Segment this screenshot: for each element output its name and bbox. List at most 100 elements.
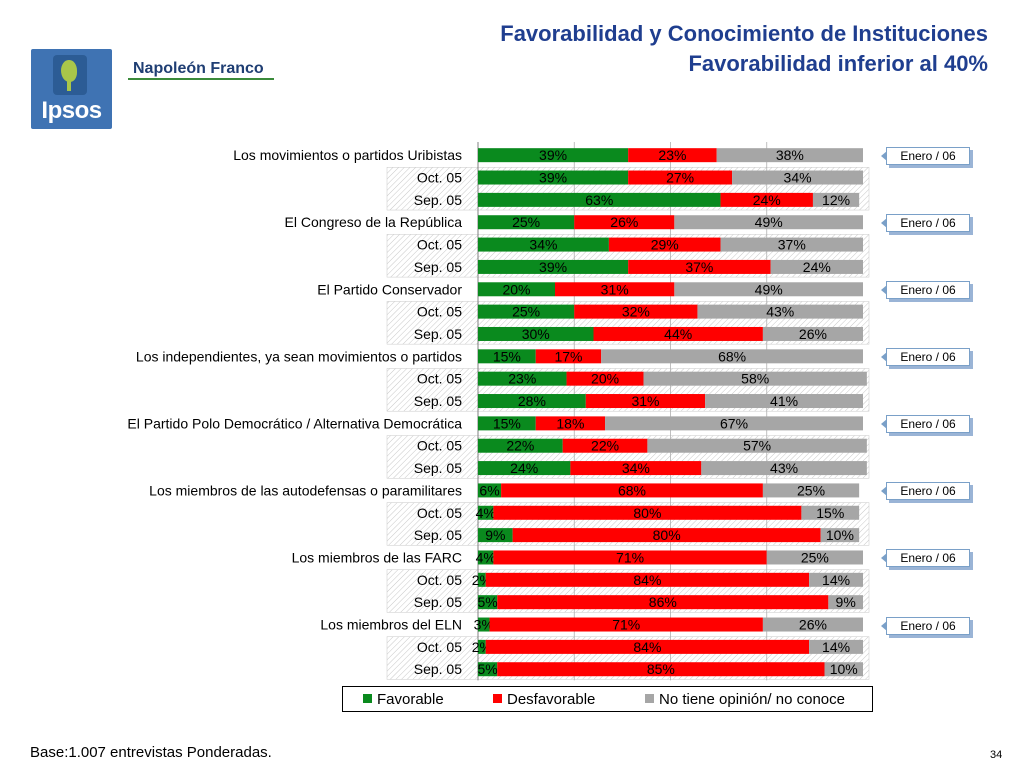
bar-desfavorable [628,148,717,163]
bar-label-desfavorable: 80% [653,527,681,543]
bar-no-opinion [828,595,863,610]
bar-no-opinion [697,304,863,319]
legend-label-no-opinion: No tiene opinión/ no conoce [659,691,845,708]
bar-label-no-opinion: 58% [741,371,769,387]
bar-desfavorable [497,662,825,677]
bar-no-opinion [643,371,867,386]
group-label: Los independientes, ya sean movimientos … [136,348,462,364]
bar-label-favorable: 20% [502,281,530,297]
bar-no-opinion [601,349,863,364]
badge-arrow-icon [881,352,887,363]
period-badge: Enero / 06 [881,414,973,436]
bar-label-desfavorable: 29% [651,237,679,253]
bar-no-opinion [647,438,867,453]
title-line-2: Favorabilidad inferior al 40% [688,51,988,76]
bar-label-favorable: 15% [493,415,521,431]
bar-label-no-opinion: 49% [755,281,783,297]
period-badge: Enero / 06 [881,146,973,168]
bar-favorable [478,639,486,654]
period-label: Oct. 05 [417,505,462,521]
bar-desfavorable [574,215,675,230]
bar-no-opinion [766,550,863,565]
base-footnote: Base:1.007 entrevistas Ponderadas. [30,744,272,761]
title-line-1: Favorabilidad y Conocimiento de Instituc… [500,21,988,46]
badge-label: Enero / 06 [886,214,970,233]
bar-label-no-opinion: 10% [826,527,854,543]
bar-label-desfavorable: 26% [610,214,638,230]
group-label: Los miembros del ELN [320,617,462,633]
bar-label-desfavorable: 27% [666,170,694,186]
bar-label-favorable: 3% [474,617,494,633]
bar-label-favorable: 5% [478,594,498,610]
bar-label-desfavorable: 71% [616,549,644,565]
bar-label-favorable: 6% [479,482,499,498]
bar-desfavorable [493,505,802,520]
bar-label-desfavorable: 84% [633,572,661,588]
bar-label-favorable: 39% [539,259,567,275]
legend-swatch-desfavorable [493,694,502,703]
bar-no-opinion [762,483,860,498]
bar-desfavorable [628,259,771,274]
bar-label-desfavorable: 86% [649,594,677,610]
bar-label-no-opinion: 12% [822,192,850,208]
bar-label-no-opinion: 68% [718,348,746,364]
bar-favorable [478,550,494,565]
bar-label-favorable: 25% [512,214,540,230]
bar-label-desfavorable: 34% [622,460,650,476]
badge-label: Enero / 06 [886,616,970,635]
badge-label: Enero / 06 [886,549,970,568]
bar-desfavorable [497,595,829,610]
bar-no-opinion [674,215,863,230]
bar-label-favorable: 63% [585,192,613,208]
bar-label-no-opinion: 26% [799,326,827,342]
page-number: 34 [990,749,1003,761]
bar-desfavorable [562,438,648,453]
bar-desfavorable [566,371,644,386]
badge-label: Enero / 06 [886,147,970,166]
logo-leaf-icon [61,60,77,82]
period-label: Oct. 05 [417,639,462,655]
bar-label-favorable: 30% [522,326,550,342]
bar-label-no-opinion: 37% [778,237,806,253]
bar-label-desfavorable: 84% [633,639,661,655]
period-label: Sep. 05 [414,192,462,208]
badge-arrow-icon [881,218,887,229]
period-label: Sep. 05 [414,661,462,677]
bar-desfavorable [593,326,763,341]
bar-desfavorable [485,572,810,587]
period-label: Sep. 05 [414,393,462,409]
chart-legend: Favorable Desfavorable No tiene opinión/… [342,686,873,712]
brand-name: Napoleón Franco [133,60,264,77]
bar-no-opinion [674,282,863,297]
bar-no-opinion [820,528,860,543]
bar-no-opinion [701,461,867,476]
page-title: Favorabilidad y Conocimiento de Instituc… [500,19,988,79]
bar-label-no-opinion: 14% [822,639,850,655]
bar-label-no-opinion: 25% [801,549,829,565]
bar-label-favorable: 23% [508,371,536,387]
badge-label: Enero / 06 [886,281,970,300]
bar-favorable [478,371,567,386]
bar-label-favorable: 39% [539,147,567,163]
bar-label-no-opinion: 24% [803,259,831,275]
legend-item-no-opinion: No tiene opinión/ no conoce [645,691,845,708]
group-label: Los miembros de las autodefensas o param… [149,482,462,498]
bar-favorable [478,461,571,476]
bar-label-desfavorable: 31% [631,393,659,409]
bar-label-favorable: 5% [478,661,498,677]
badge-arrow-icon [881,285,887,296]
brand-underline [128,78,274,80]
bar-desfavorable [485,639,810,654]
bar-label-favorable: 24% [510,460,538,476]
group-label: El Partido Conservador [317,281,462,297]
bar-favorable [478,572,486,587]
bar-no-opinion [824,662,863,677]
bar-desfavorable [585,394,706,409]
bar-no-opinion [809,639,863,654]
bar-label-desfavorable: 32% [622,304,650,320]
bar-label-favorable: 25% [512,304,540,320]
bar-label-no-opinion: 9% [836,594,856,610]
bar-label-no-opinion: 67% [720,415,748,431]
legend-swatch-favorable [363,694,372,703]
